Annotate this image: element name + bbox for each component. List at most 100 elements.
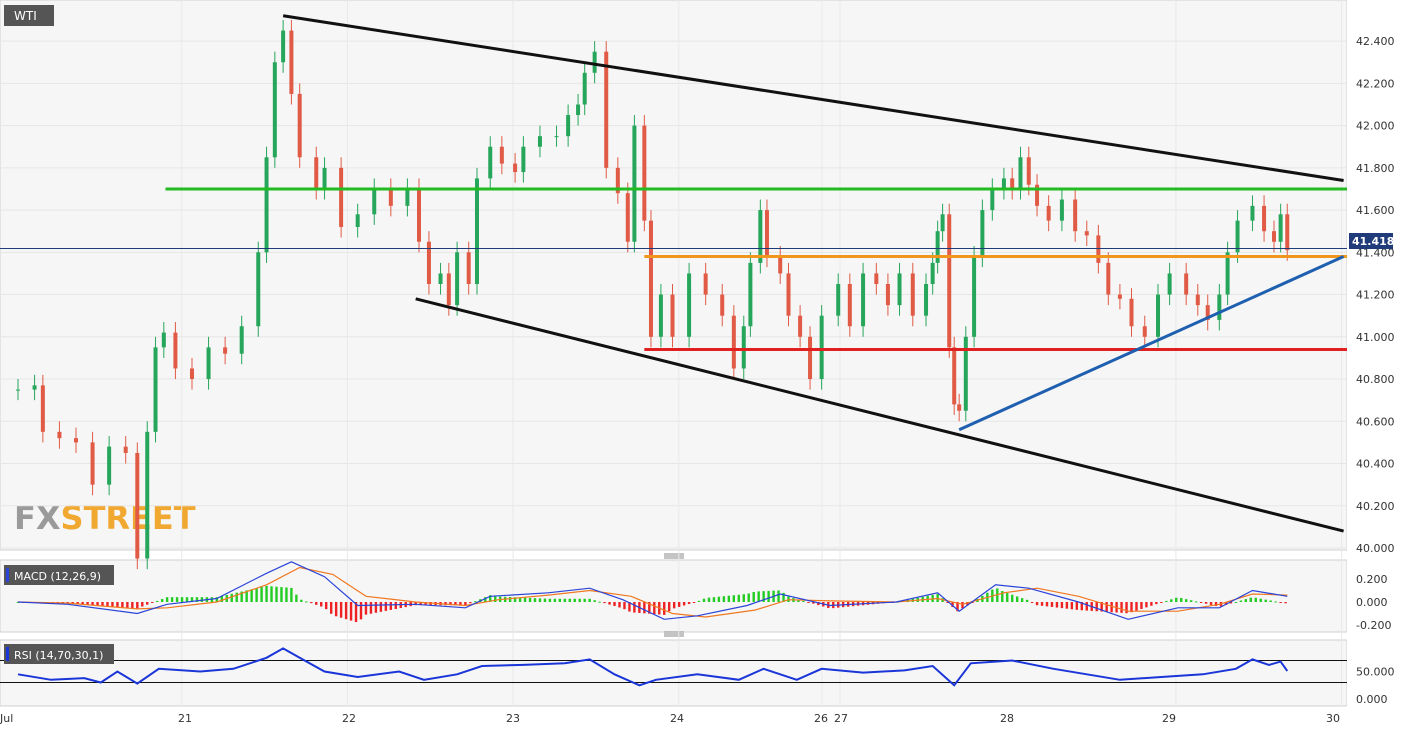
y-tick-label: 42.000	[1356, 120, 1395, 133]
candle-body	[703, 273, 708, 295]
candle-body	[1046, 205, 1051, 221]
macd-histogram-bar	[349, 602, 353, 621]
macd-histogram-bar	[951, 602, 954, 607]
macd-histogram-bar	[548, 598, 552, 602]
candle-body	[264, 157, 269, 253]
macd-histogram-bar	[81, 602, 84, 605]
instrument-badge[interactable]: WTI	[4, 5, 54, 26]
macd-histogram-bar	[1160, 602, 1163, 603]
macd-histogram-bar	[648, 602, 651, 614]
macd-histogram-bar	[1060, 602, 1064, 609]
macd-histogram-bar	[334, 602, 338, 617]
macd-histogram-bar	[250, 589, 253, 602]
macd-histogram-bar	[513, 597, 517, 602]
candle-body	[405, 188, 410, 206]
macd-histogram-bar	[384, 602, 388, 611]
price-axis	[1347, 0, 1413, 732]
macd-histogram-bar	[235, 592, 238, 602]
macd-histogram-bar	[702, 598, 706, 602]
macd-histogram-bar	[1214, 602, 1218, 607]
candle-body	[189, 368, 194, 380]
macd-tick-label: 0.000	[1356, 596, 1388, 609]
candle-body	[107, 446, 112, 485]
macd-histogram-bar	[682, 602, 686, 606]
macd-histogram-bar	[1130, 602, 1133, 613]
macd-histogram-bar	[623, 602, 626, 610]
macd-histogram-bar	[175, 597, 179, 602]
rsi-legend[interactable]: RSI (14,70,30,1)	[4, 644, 114, 664]
macd-histogram-bar	[717, 596, 721, 602]
macd-histogram-bar	[1015, 596, 1019, 602]
macd-histogram-bar	[1184, 599, 1188, 602]
candle-body	[153, 347, 158, 432]
candle-body	[1084, 231, 1089, 236]
macd-histogram-bar	[464, 602, 467, 606]
candle-body	[513, 163, 518, 173]
rsi-resize-handle[interactable]	[664, 631, 684, 637]
candle-body	[206, 347, 211, 380]
macd-histogram-bar	[608, 602, 611, 605]
macd-histogram-bar	[737, 594, 740, 602]
candle-body	[1001, 178, 1006, 189]
candle-body	[339, 167, 344, 227]
macd-histogram-bar	[1075, 602, 1079, 610]
candle-body	[314, 157, 319, 189]
candle-body	[1117, 294, 1122, 299]
x-tick-label: 21	[178, 712, 192, 725]
candle-body	[455, 252, 460, 306]
macd-histogram-bar	[364, 602, 368, 615]
macd-legend[interactable]: MACD (12,26,9)	[4, 565, 114, 585]
x-tick-label: Jul	[0, 712, 13, 725]
macd-histogram-bar	[449, 602, 452, 606]
candle-body	[582, 72, 587, 105]
macd-histogram-bar	[712, 597, 716, 602]
macd-histogram-bar	[126, 602, 129, 608]
lower-trendline	[415, 297, 1344, 533]
candle-body	[1026, 157, 1031, 185]
macd-histogram-bar	[1045, 602, 1049, 607]
macd-histogram-bar	[459, 602, 462, 606]
macd-histogram-bar	[245, 590, 248, 602]
macd-histogram-bar	[777, 590, 780, 602]
candle-body	[604, 51, 609, 168]
macd-histogram-bar	[1165, 600, 1168, 602]
macd-panel	[0, 559, 1348, 633]
macd-histogram-bar	[300, 599, 303, 602]
candle-body	[521, 146, 526, 173]
macd-histogram-bar	[1234, 602, 1238, 603]
macd-resize-handle[interactable]	[664, 553, 684, 559]
candle-body	[741, 326, 746, 369]
macd-histogram-bar	[1244, 599, 1248, 602]
macd-histogram-bar	[563, 598, 567, 602]
candle-body	[173, 332, 178, 369]
macd-histogram-bar	[618, 602, 621, 608]
macd-histogram-bar	[369, 602, 373, 614]
candle-body	[474, 178, 479, 284]
watermark: FXSTREET	[14, 499, 196, 537]
macd-histogram-bar	[1175, 597, 1178, 602]
candle-body	[90, 442, 95, 485]
candle-body	[836, 284, 841, 316]
macd-histogram-bar	[727, 595, 731, 602]
macd-histogram-bar	[643, 602, 646, 614]
macd-histogram-bar	[165, 597, 169, 602]
macd-histogram-bar	[1030, 602, 1034, 603]
macd-histogram-bar	[1080, 602, 1083, 611]
macd-histogram-bar	[230, 593, 233, 602]
macd-histogram-bar	[668, 602, 671, 612]
candle-body	[786, 273, 791, 316]
candle-body	[576, 104, 581, 116]
macd-histogram-bar	[484, 597, 487, 602]
macd-histogram-bar	[677, 602, 681, 607]
macd-histogram-bar	[1204, 602, 1208, 604]
candle-body	[1129, 298, 1134, 327]
x-tick-label: 23	[506, 712, 520, 725]
macd-histogram-bar	[489, 595, 492, 602]
macd-histogram-bar	[583, 598, 586, 602]
candle-body	[256, 252, 261, 327]
rsi-label: RSI (14,70,30,1)	[14, 649, 103, 662]
y-tick-label: 41.800	[1356, 162, 1395, 175]
macd-histogram-bar	[762, 591, 765, 602]
macd-histogram-bar	[315, 602, 318, 605]
candle-body	[488, 146, 493, 179]
